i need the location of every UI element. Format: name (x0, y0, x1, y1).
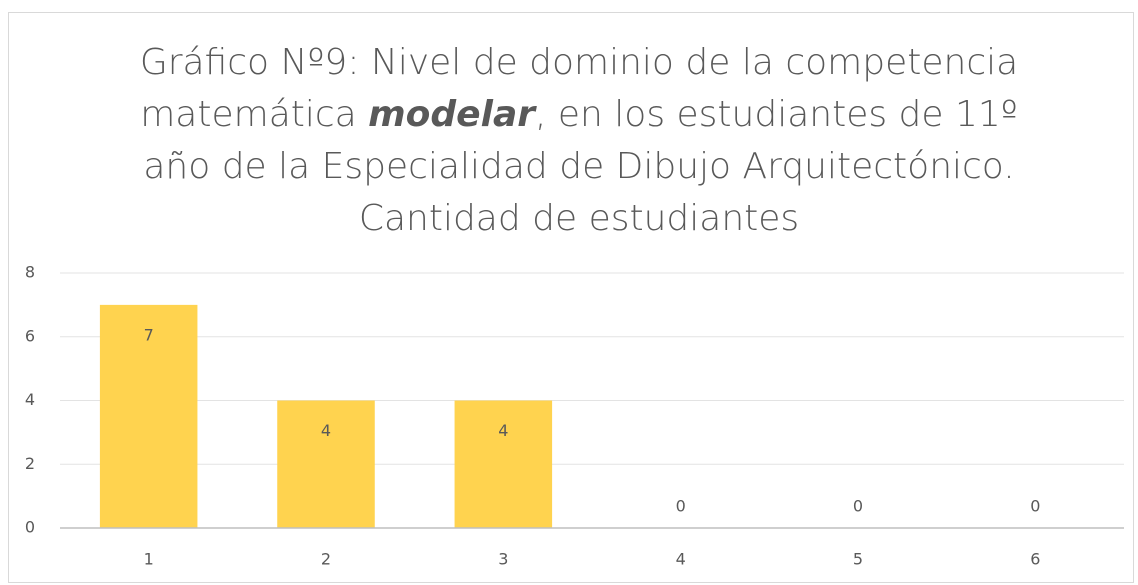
chart-title: matemática modelar, en los estudiantes d… (140, 94, 1018, 135)
data-label: 0 (676, 497, 686, 516)
y-tick-label: 0 (25, 518, 35, 537)
title-run: , en los estudiantes de 11º (535, 94, 1018, 135)
title-run: año de la Especialidad de Dibujo Arquite… (143, 146, 1014, 187)
x-tick-label: 3 (498, 550, 508, 569)
data-label: 0 (853, 497, 863, 516)
y-tick-label: 8 (25, 263, 35, 282)
chart-title: año de la Especialidad de Dibujo Arquite… (143, 146, 1014, 187)
title-run: Gráfico Nº9: Nivel de dominio de la comp… (140, 42, 1018, 83)
data-label: 4 (321, 421, 331, 440)
chart-title: Cantidad de estudiantes (359, 198, 799, 239)
y-tick-label: 2 (25, 454, 35, 473)
y-tick-label: 4 (25, 390, 35, 409)
x-tick-label: 6 (1030, 550, 1040, 569)
x-tick-label: 1 (144, 550, 154, 569)
bar (99, 304, 198, 528)
title-run: Cantidad de estudiantes (359, 198, 799, 239)
bar (454, 400, 553, 528)
chart-title: Gráfico Nº9: Nivel de dominio de la comp… (140, 42, 1018, 83)
x-tick-label: 5 (853, 550, 863, 569)
y-tick-label: 6 (25, 326, 35, 345)
x-tick-label: 4 (676, 550, 686, 569)
title-run: modelar (368, 94, 537, 135)
data-label: 4 (498, 421, 508, 440)
title-run: matemática (140, 94, 368, 135)
bar (277, 400, 375, 528)
x-tick-label: 2 (321, 550, 331, 569)
data-label: 7 (144, 325, 154, 344)
data-label: 0 (1030, 497, 1040, 516)
